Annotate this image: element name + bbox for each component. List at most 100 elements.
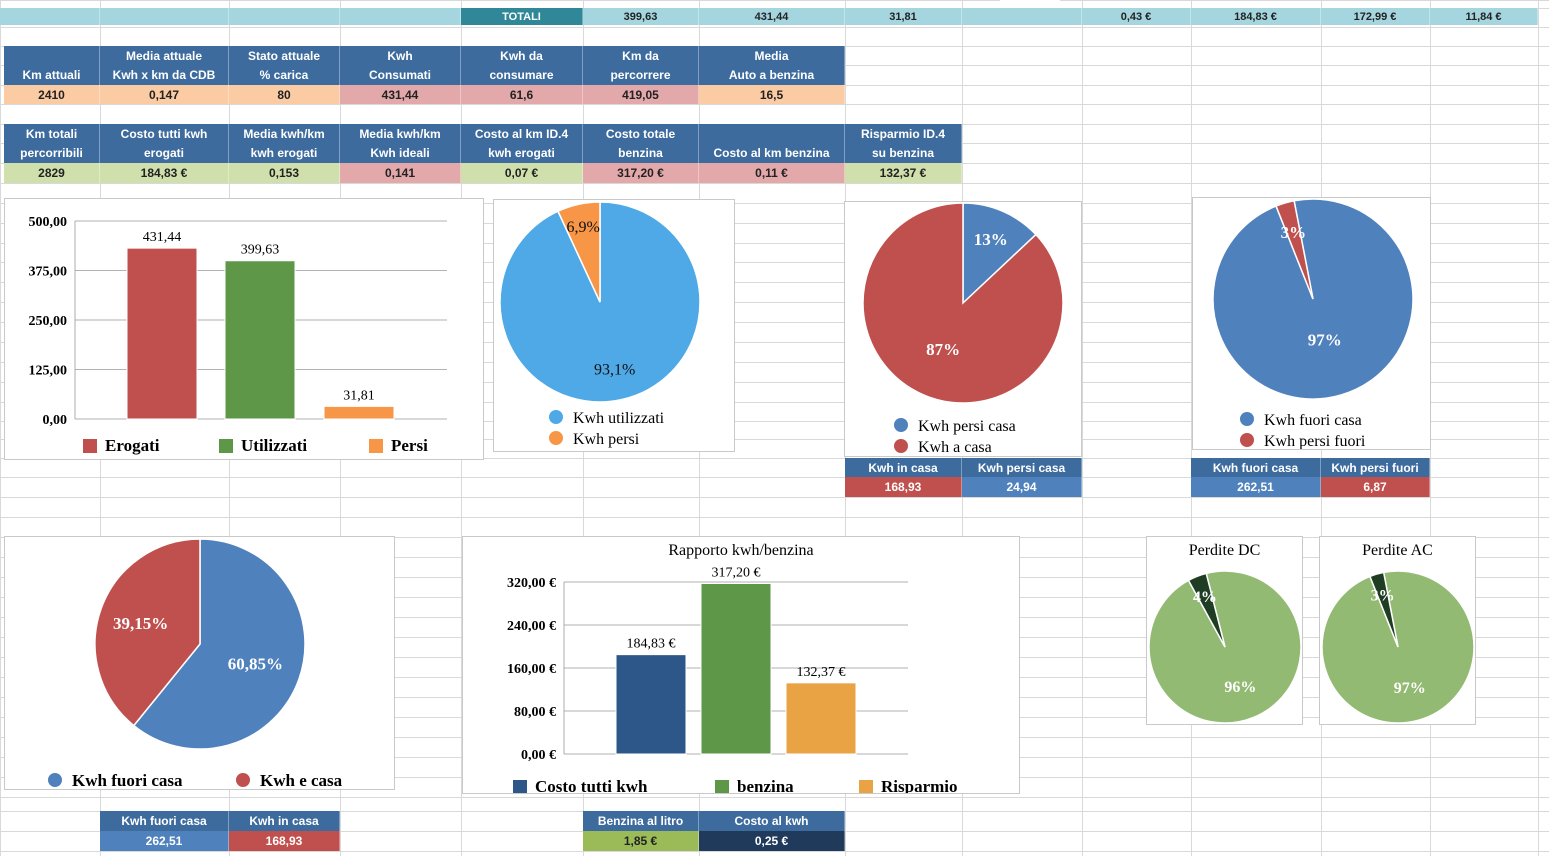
legend-label: Utilizzati: [241, 436, 307, 455]
table1-header-bottom[interactable]: % carica: [229, 65, 340, 85]
totals-value[interactable]: 11,84 €: [1430, 8, 1538, 25]
table2-header-bottom[interactable]: Costo al km benzina: [699, 143, 845, 163]
table2-header-top[interactable]: Risparmio ID.4: [845, 124, 962, 143]
table-bottom1-header[interactable]: Kwh in casa: [229, 811, 340, 831]
totals-cell[interactable]: [340, 8, 461, 25]
table1-header-top[interactable]: Stato attuale: [229, 46, 340, 65]
table2-header-bottom[interactable]: kwh erogati: [229, 143, 340, 163]
table1-value[interactable]: 419,05: [583, 85, 699, 104]
table-fuori-value[interactable]: 262,51: [1191, 477, 1321, 497]
table1-value[interactable]: 0,147: [100, 85, 229, 104]
pie-slice: [962, 202, 1037, 305]
table1-header-bottom[interactable]: Kwh x km da CDB: [100, 65, 229, 85]
table1-header-top[interactable]: [4, 46, 100, 65]
table2-value[interactable]: 317,20 €: [583, 163, 699, 183]
table1-value[interactable]: 80: [229, 85, 340, 104]
table-bottom1-value[interactable]: 262,51: [100, 831, 229, 851]
table-bottom2-value[interactable]: 0,25 €: [699, 831, 845, 851]
pie-slice: [1368, 571, 1399, 648]
bar-data-label: 184,83 €: [627, 637, 676, 652]
table-bottom1-value[interactable]: 168,93: [229, 831, 340, 851]
table2-header-bottom[interactable]: erogati: [100, 143, 229, 163]
table2-value[interactable]: 0,11 €: [699, 163, 845, 183]
table2-header-top[interactable]: [699, 124, 845, 143]
table-casa-value[interactable]: 168,93: [845, 477, 962, 497]
chart-fuori-vs-casa-pie[interactable]: 60,85% 39,15% Kwh fuori casa Kwh e casa: [4, 536, 395, 790]
chart-kwh-fuori-pie[interactable]: 97% 3% Kwh fuori casa Kwh persi fuori: [1192, 197, 1431, 450]
pie-data-label: 4%: [1193, 589, 1217, 606]
chart-kwh-bars[interactable]: 0,00 125,00 250,00 375,00 500,00 431,44 399,63…: [4, 198, 484, 460]
table2-value[interactable]: 0,141: [340, 163, 461, 183]
chart-kwh-utilizzati-pie[interactable]: 93,1% 6,9% Kwh utilizzati Kwh persi: [493, 199, 735, 452]
table2-header-top[interactable]: Media kwh/km: [340, 124, 461, 143]
totals-top-marker[interactable]: [1000, 0, 1060, 8]
table2-value[interactable]: 184,83 €: [100, 163, 229, 183]
legend-label: Kwh a casa: [918, 439, 992, 456]
table2-value[interactable]: 0,153: [229, 163, 340, 183]
chart-perdite-ac[interactable]: Perdite AC 97% 3%: [1319, 536, 1476, 725]
table-bottom2-value[interactable]: 1,85 €: [583, 831, 699, 851]
legend-label: Kwh fuori casa: [1264, 412, 1362, 429]
table1-header-bottom[interactable]: Km attuali: [4, 65, 100, 85]
table1-value[interactable]: 61,6: [461, 85, 583, 104]
table2-value[interactable]: 132,37 €: [845, 163, 962, 183]
bar-risparmio: [785, 682, 857, 755]
table2-header-bottom[interactable]: su benzina: [845, 143, 962, 163]
table-bottom1-header[interactable]: Kwh fuori casa: [100, 811, 229, 831]
totals-value[interactable]: 431,44: [699, 8, 845, 25]
totals-value[interactable]: 31,81: [845, 8, 962, 25]
table2-header-top[interactable]: Costo al km ID.4: [461, 124, 583, 143]
table2-header-top[interactable]: Km totali: [4, 124, 100, 143]
table2-header-bottom[interactable]: percorribili: [4, 143, 100, 163]
chart-rapporto-kwh-benzina[interactable]: Rapporto kwh/benzina 0,00 € 80,00 € 160,00 …: [462, 536, 1020, 794]
table1-header-top[interactable]: Kwh: [340, 46, 461, 65]
table1-header-top[interactable]: Media: [699, 46, 845, 65]
table-bottom2-header[interactable]: Benzina al litro: [583, 811, 699, 831]
table2-header-top[interactable]: Costo tutti kwh: [100, 124, 229, 143]
table2-header-bottom[interactable]: benzina: [583, 143, 699, 163]
table-fuori-header[interactable]: Kwh fuori casa: [1191, 458, 1321, 477]
totals-cell[interactable]: [962, 8, 1082, 25]
table1-header-bottom[interactable]: Auto a benzina: [699, 65, 845, 85]
table1-header-top[interactable]: Kwh da: [461, 46, 583, 65]
table2-header-bottom[interactable]: kwh erogati: [461, 143, 583, 163]
table1-value[interactable]: 431,44: [340, 85, 461, 104]
table1-header-bottom[interactable]: consumare: [461, 65, 583, 85]
table1-value[interactable]: 2410: [4, 85, 100, 104]
totals-cell[interactable]: [229, 8, 340, 25]
bar-data-label: 399,63: [241, 243, 280, 258]
table1-header-top[interactable]: Media attuale: [100, 46, 229, 65]
table-fuori-value[interactable]: 6,87: [1321, 477, 1430, 497]
totals-value[interactable]: 399,63: [583, 8, 699, 25]
chart-kwh-casa-pie[interactable]: 13% 87% Kwh persi casa Kwh a casa: [844, 201, 1082, 457]
table-fuori-header[interactable]: Kwh persi fuori: [1321, 458, 1430, 477]
table1-header-bottom[interactable]: percorrere: [583, 65, 699, 85]
chart-svg: 60,85% 39,15% Kwh fuori casa Kwh e casa: [48, 538, 343, 789]
table2-header-bottom[interactable]: Kwh ideali: [340, 143, 461, 163]
table2-value[interactable]: 2829: [4, 163, 100, 183]
totals-cell[interactable]: [100, 8, 229, 25]
table2-header-top[interactable]: Costo totale: [583, 124, 699, 143]
totals-label[interactable]: TOTALI: [461, 8, 583, 25]
table1-value[interactable]: 16,5: [699, 85, 845, 104]
totals-cell[interactable]: [0, 8, 100, 25]
totals-value[interactable]: 172,99 €: [1321, 8, 1430, 25]
bar-data-label: 132,37 €: [797, 665, 846, 680]
chart-svg: Perdite AC 97% 3%: [1321, 542, 1475, 724]
totals-value[interactable]: 0,43 €: [1082, 8, 1191, 25]
table2-value[interactable]: 0,07 €: [461, 163, 583, 183]
totals-value[interactable]: 184,83 €: [1191, 8, 1321, 25]
table2-header-top[interactable]: Media kwh/km: [229, 124, 340, 143]
table-casa-value[interactable]: 24,94: [962, 477, 1082, 497]
pie-data-label: 87%: [926, 340, 960, 359]
table-casa-header[interactable]: Kwh in casa: [845, 458, 962, 477]
bar-data-label: 431,44: [143, 230, 182, 245]
chart-perdite-dc[interactable]: Perdite DC 96% 4%: [1146, 536, 1303, 725]
bar-costo-tutti-kwh: [615, 654, 687, 755]
table-casa-header[interactable]: Kwh persi casa: [962, 458, 1082, 477]
chart-svg: 97% 3% Kwh fuori casa Kwh persi fuori: [1212, 198, 1414, 449]
table1-header-bottom[interactable]: Consumati: [340, 65, 461, 85]
table-bottom2-header[interactable]: Costo al kwh: [699, 811, 845, 831]
table1-header-top[interactable]: Km da: [583, 46, 699, 65]
